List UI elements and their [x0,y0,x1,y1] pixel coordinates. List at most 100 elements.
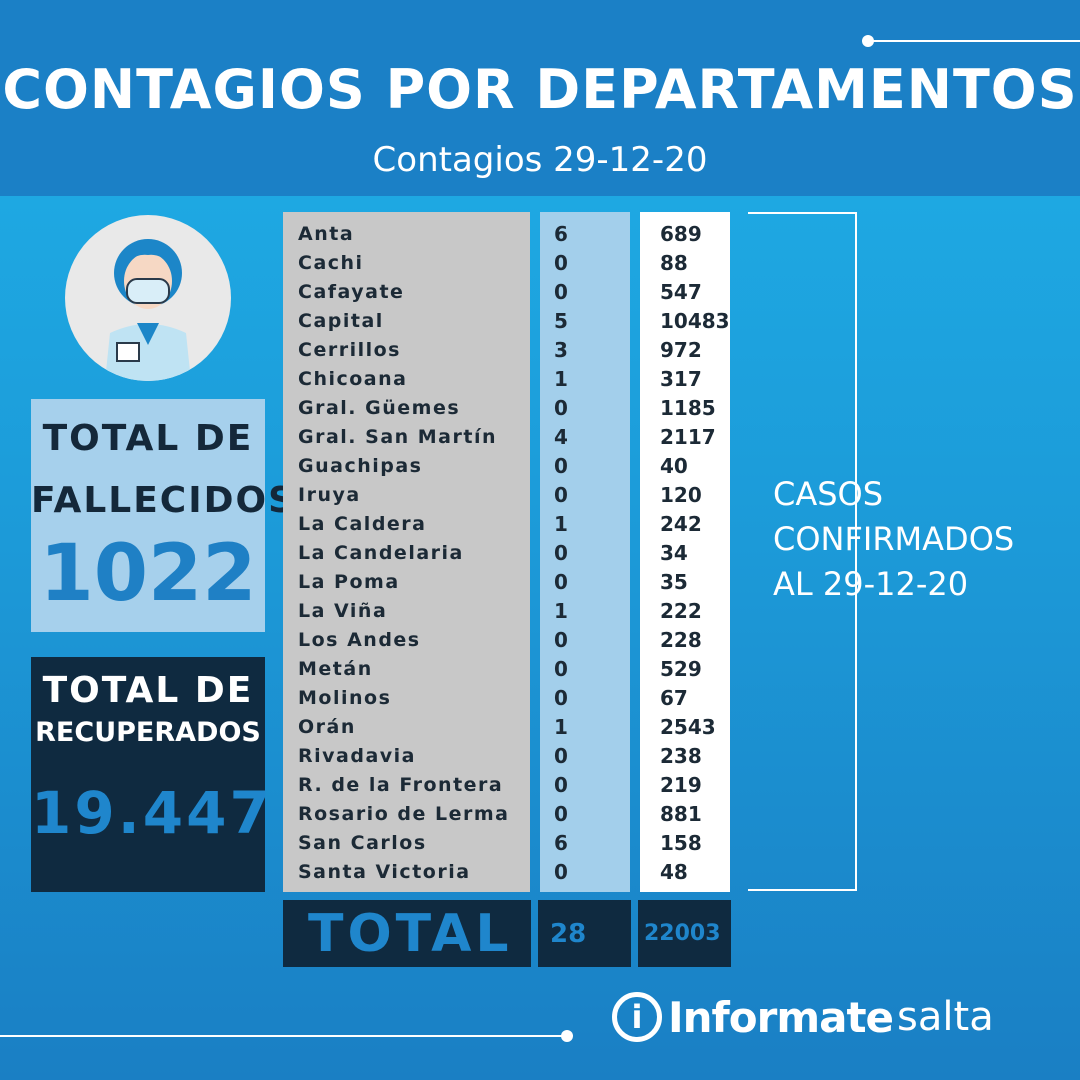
department-name: Cachi [298,252,364,274]
total-fallecidos-panel: TOTAL DE FALLECIDOS 1022 [31,399,297,632]
recuperados-label: TOTAL DE [42,670,254,711]
department-name: Molinos [298,687,392,709]
total-cases-value: 547 [660,280,702,304]
total-cases-value: 34 [660,541,688,565]
total-cases-value: 2117 [660,425,716,449]
recuperados-value: 19.447 [31,779,273,847]
total-cases-value: 35 [660,570,688,594]
decorative-line [0,1035,566,1037]
department-name: Chicoana [298,368,408,390]
new-cases-value: 0 [554,483,568,507]
new-cases-value: 0 [554,628,568,652]
department-name: Iruya [298,484,361,506]
new-cases-value: 1 [554,367,568,391]
department-name: Anta [298,223,355,245]
new-cases-value: 0 [554,657,568,681]
new-cases-value: 0 [554,570,568,594]
casos-confirmados-note: CASOS CONFIRMADOS AL 29-12-20 [773,472,1014,607]
decorative-line [868,40,1080,42]
department-name: Rosario de Lerma [298,803,510,825]
total-cases-value: 2543 [660,715,716,739]
total-recuperados-panel: TOTAL DE RECUPERADOS 19.447 [31,657,273,892]
department-name: Cafayate [298,281,405,303]
new-cases-value: 6 [554,222,568,246]
new-cases-value: 0 [554,686,568,710]
total-cases-value: 120 [660,483,702,507]
fallecidos-value: 1022 [39,529,257,619]
department-name: Rivadavia [298,745,416,767]
department-name: Gral. Güemes [298,397,461,419]
department-name: Orán [298,716,356,738]
new-cases-value: 0 [554,860,568,884]
total-cases-value: 222 [660,599,702,623]
total-cases-value: 972 [660,338,702,362]
new-cases-value: 0 [554,396,568,420]
new-cases-value: 0 [554,251,568,275]
department-name: R. de la Frontera [298,774,504,796]
department-name: Capital [298,310,384,332]
bracket-line [748,212,857,891]
department-name: La Poma [298,571,400,593]
department-name: San Carlos [298,832,427,854]
department-name: La Caldera [298,513,427,535]
new-cases-value: 1 [554,599,568,623]
total-cases: 22003 [638,900,731,967]
informate-salta-logo: i Informate salta [612,992,994,1042]
department-name: Cerrillos [298,339,401,361]
total-cases-value: 242 [660,512,702,536]
department-name: Santa Victoria [298,861,471,883]
department-name: Gral. San Martín [298,426,497,448]
total-cases-value: 158 [660,831,702,855]
total-cases-column: 689 88 547 10483 972 317 1185 2117 40 120 242 34 35 2… [640,212,730,892]
total-cases-value: 88 [660,251,688,275]
total-new: 28 [538,900,631,967]
logo-suffix: salta [897,994,994,1040]
new-cases-value: 5 [554,309,568,333]
department-name: Los Andes [298,629,421,651]
note-line: CASOS [773,475,884,513]
total-cases-value: 67 [660,686,688,710]
department-name: Guachipas [298,455,423,477]
info-icon: i [612,992,662,1042]
department-column: Anta Cachi Cafayate Capital Cerrillos Chicoan… [283,212,530,892]
new-cases-value: 0 [554,541,568,565]
new-cases-value: 3 [554,338,568,362]
note-line: AL 29-12-20 [773,565,969,603]
new-cases-column: 6 0 0 5 3 1 0 4 0 0 1 0 0 1 0 0 0 1 0 0 0 6 0 [540,212,630,892]
new-cases-value: 4 [554,425,568,449]
total-cases-value: 228 [660,628,702,652]
total-cases-value: 10483 [660,309,730,333]
new-cases-value: 0 [554,280,568,304]
department-name: La Candelaria [298,542,464,564]
total-cases-value: 1185 [660,396,716,420]
total-cases-value: 689 [660,222,702,246]
new-cases-value: 6 [554,831,568,855]
new-cases-value: 0 [554,802,568,826]
department-name: Metán [298,658,373,680]
fallecidos-label: FALLECIDOS [31,480,297,521]
new-cases-value: 0 [554,773,568,797]
total-cases-value: 881 [660,802,702,826]
total-label: TOTAL [283,900,531,967]
total-cases-value: 40 [660,454,688,478]
header-band [0,0,1080,196]
doctor-avatar-icon [65,215,231,381]
new-cases-value: 0 [554,454,568,478]
recuperados-label: RECUPERADOS [35,717,261,748]
total-cases-value: 529 [660,657,702,681]
note-line: CONFIRMADOS [773,520,1015,558]
decorative-dot [561,1030,573,1042]
total-cases-value: 317 [660,367,702,391]
decorative-dot [862,35,874,47]
fallecidos-label: TOTAL DE [42,418,254,459]
new-cases-value: 1 [554,512,568,536]
department-name: La Viña [298,600,388,622]
new-cases-value: 0 [554,744,568,768]
logo-brand: Informate [668,992,894,1042]
page-title: CONTAGIOS POR DEPARTAMENTOS [2,58,1078,121]
total-cases-value: 219 [660,773,702,797]
new-cases-value: 1 [554,715,568,739]
total-cases-value: 48 [660,860,688,884]
total-cases-value: 238 [660,744,702,768]
page-subtitle: Contagios 29-12-20 [372,140,708,180]
